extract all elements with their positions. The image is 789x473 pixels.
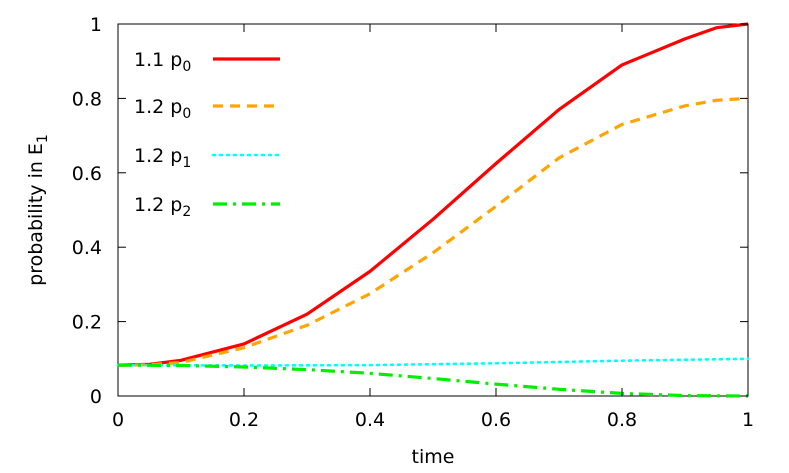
legend-label-subscript: 2	[182, 204, 191, 220]
series-line-2	[116, 357, 750, 367]
series-line-1	[117, 96, 749, 367]
series-line-3	[117, 363, 749, 398]
legend-label-2: 1.2 p1	[134, 145, 191, 171]
legend-label-3: 1.2 p2	[134, 194, 191, 220]
legend-label-main: 1.2 p	[134, 145, 182, 167]
legend-label-0: 1.1 p0	[134, 49, 191, 75]
y-tick-label: 0	[90, 386, 102, 408]
legend-label-main: 1.2 p	[134, 96, 182, 118]
y-axis-label: probability in E1	[25, 134, 51, 286]
x-tick-label: 0.4	[355, 409, 385, 431]
x-tick-label: 1	[742, 409, 754, 431]
legend-label-subscript: 0	[182, 59, 191, 75]
x-tick-label: 0.6	[481, 409, 511, 431]
y-axis-label-main: probability in E	[25, 143, 47, 286]
legend-label-subscript: 0	[182, 106, 191, 122]
y-tick-label: 0.4	[72, 237, 102, 259]
y-tick-label: 0.2	[72, 312, 102, 334]
y-axis-label-subscript: 1	[35, 134, 51, 143]
plot-border	[117, 23, 749, 397]
x-tick-label: 0	[112, 409, 124, 431]
series-line-0	[117, 22, 749, 367]
x-axis-label: time	[412, 446, 455, 468]
y-tick-label: 0.8	[72, 88, 102, 110]
legend-label-subscript: 1	[182, 155, 191, 171]
legend-label-1: 1.2 p0	[134, 96, 191, 122]
legend: 1.1 p01.2 p01.2 p11.2 p2	[134, 49, 282, 220]
y-tick-label: 1	[90, 14, 102, 36]
axis-ticks: 0 0.2 0.4 0.6 0.8 1 0 0.2 0.4 0.6 0.8 1	[72, 14, 754, 431]
legend-label-main: 1.1 p	[134, 49, 182, 71]
x-tick-label: 0.8	[607, 409, 637, 431]
x-tick-label: 0.2	[229, 409, 259, 431]
plot-area	[117, 23, 749, 397]
series-lines	[116, 22, 750, 398]
legend-label-main: 1.2 p	[134, 194, 182, 216]
y-tick-label: 0.6	[72, 163, 102, 185]
